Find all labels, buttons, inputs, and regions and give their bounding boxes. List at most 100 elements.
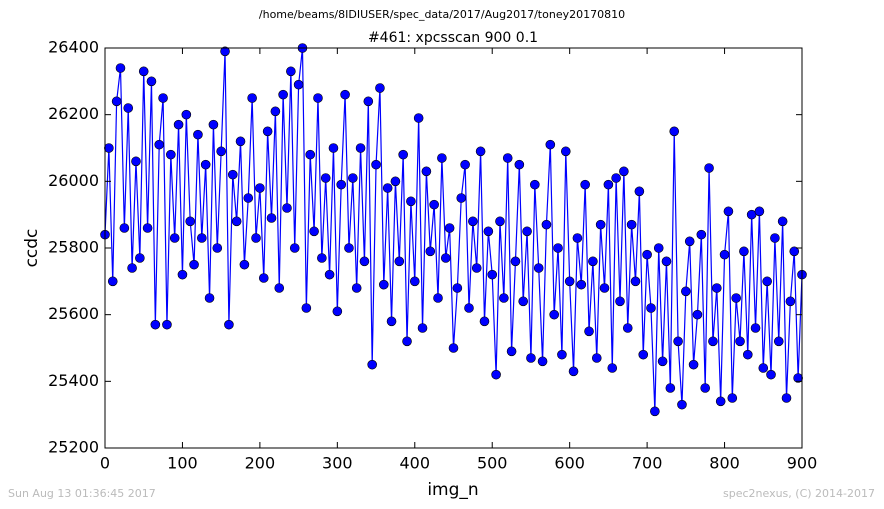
data-point: [177, 269, 188, 280]
footer-left: Sun Aug 13 01:36:45 2017: [8, 487, 156, 500]
data-point: [104, 143, 114, 153]
y-tick-label: 25400: [48, 371, 99, 390]
data-point: [510, 256, 521, 267]
data-point: [642, 249, 652, 260]
data-point: [413, 113, 424, 123]
data-point: [138, 66, 149, 77]
data-point: [499, 293, 509, 303]
data-point: [719, 249, 730, 260]
suptitle: /home/beams/8IDIUSER/spec_data/2017/Aug2…: [259, 8, 625, 21]
data-point: [688, 359, 699, 370]
footer-right: spec2nexus, (C) 2014-2017: [723, 487, 875, 500]
data-point: [255, 183, 265, 193]
data-point: [475, 146, 486, 157]
data-point: [634, 186, 645, 197]
data-point: [173, 119, 184, 130]
data-point: [162, 319, 172, 330]
data-point: [793, 373, 803, 383]
data-point: [336, 179, 347, 190]
data-point: [502, 153, 513, 163]
x-tick-label: 700: [632, 454, 663, 473]
data-point: [332, 306, 343, 317]
data-point: [580, 179, 590, 190]
data-point: [560, 146, 571, 157]
data-point: [305, 149, 316, 160]
data-point: [390, 176, 401, 187]
y-tick-label: 25600: [48, 304, 99, 323]
data-point: [495, 216, 505, 227]
data-point: [603, 179, 614, 190]
data-point: [572, 233, 583, 243]
data-point: [599, 283, 610, 293]
x-tick-label: 600: [554, 454, 585, 473]
data-point: [773, 336, 784, 347]
data-point: [367, 359, 377, 370]
data-point: [483, 226, 494, 237]
data-point: [204, 293, 215, 303]
data-point: [359, 256, 370, 267]
data-point: [227, 169, 238, 180]
data-point: [661, 256, 672, 267]
x-tick-label: 500: [477, 454, 508, 473]
data-point: [681, 286, 691, 297]
data-point: [739, 246, 749, 257]
data-point: [673, 336, 683, 347]
data-point: [731, 293, 741, 303]
data-point: [127, 263, 137, 273]
data-point: [235, 136, 246, 147]
data-point: [328, 143, 339, 153]
data-point: [626, 219, 637, 230]
data-point: [243, 193, 254, 203]
data-point: [313, 93, 323, 103]
data-point: [386, 316, 397, 327]
data-point: [549, 309, 559, 320]
x-tick-label: 300: [322, 454, 353, 473]
data-point: [708, 336, 718, 347]
data-point: [193, 129, 203, 140]
data-point: [154, 139, 165, 150]
data-point: [169, 233, 180, 243]
data-point: [340, 89, 350, 100]
data-point: [692, 309, 703, 320]
data-point: [224, 319, 234, 330]
data-point: [220, 46, 230, 57]
data-point: [111, 96, 122, 107]
data-point: [382, 183, 393, 193]
data-point: [212, 243, 223, 253]
x-tick-label: 400: [400, 454, 431, 473]
data-point: [324, 269, 335, 280]
y-tick-label: 25800: [48, 238, 99, 257]
data-point: [437, 153, 447, 163]
data-point: [402, 336, 412, 347]
data-point: [742, 349, 753, 360]
data-point: [247, 93, 257, 103]
x-tick-label: 800: [709, 454, 740, 473]
data-point: [421, 166, 432, 177]
data-point: [216, 146, 226, 157]
data-point: [425, 246, 436, 257]
data-point: [301, 303, 312, 313]
y-tick-label: 26400: [48, 38, 99, 57]
data-point: [200, 159, 211, 170]
data-point: [456, 193, 467, 203]
data-point: [754, 206, 765, 217]
data-point: [541, 219, 552, 230]
data-point: [615, 296, 625, 307]
data-point: [142, 223, 153, 233]
data-point: [371, 159, 381, 170]
y-tick-label: 26200: [48, 104, 99, 123]
x-tick-label: 100: [167, 454, 198, 473]
data-point: [166, 149, 176, 160]
y-axis-label: ccdc: [22, 229, 42, 268]
data-point: [286, 66, 296, 77]
data-point: [409, 276, 420, 287]
data-point: [119, 223, 130, 233]
data-point: [735, 336, 745, 347]
data-point: [665, 383, 676, 393]
data-point: [568, 366, 579, 377]
data-point: [394, 256, 405, 267]
data-point: [317, 253, 327, 263]
data-point: [530, 179, 540, 190]
data-point: [460, 159, 470, 170]
data-point: [653, 243, 664, 253]
